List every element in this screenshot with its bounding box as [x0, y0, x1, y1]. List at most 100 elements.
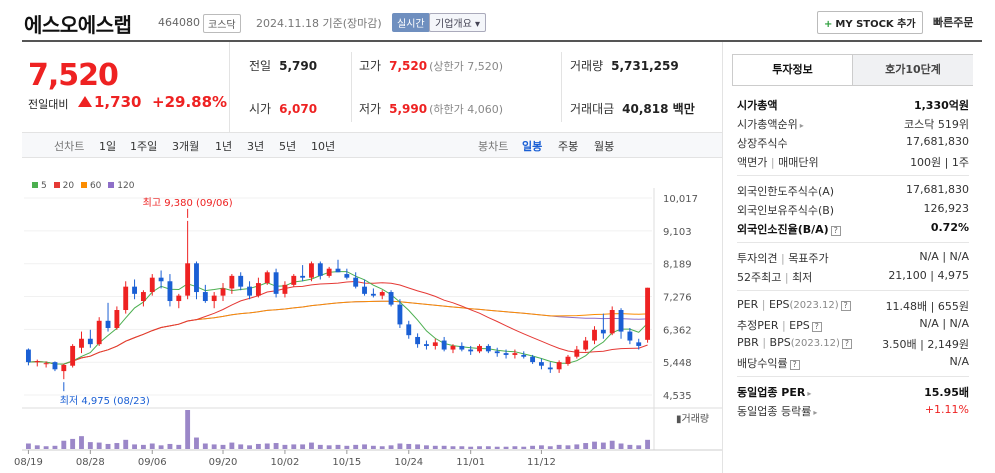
- volume: 거래량 5,731,259: [570, 59, 679, 73]
- volume-bar: [627, 444, 633, 449]
- help-icon[interactable]: ?: [789, 360, 800, 370]
- volume-bar: [565, 445, 571, 449]
- realtime-button[interactable]: 실시간: [392, 13, 430, 32]
- volume-bar: [238, 444, 244, 449]
- x-tick-label: 09/20: [209, 457, 238, 468]
- section-divider: [737, 290, 969, 291]
- company-overview-dropdown[interactable]: 기업개요 ▾: [429, 13, 486, 32]
- my-stock-add-button[interactable]: + MY STOCK 추가: [817, 11, 923, 34]
- candlestick-svg[interactable]: 10,017 9,103 8,189 7,276 6,362 5,448 4,535 08/1…: [0, 158, 722, 473]
- candle-body: [468, 349, 474, 352]
- candle-body: [415, 336, 421, 345]
- cap-rank-row[interactable]: 시가총액순위 ▸ 코스닥 519위: [737, 118, 969, 131]
- shares-row: 상장주식수 17,681,830: [737, 135, 969, 150]
- candle-body: [485, 345, 491, 352]
- est-per-row: 추정PER | EPS? N/A | N/A: [737, 317, 969, 332]
- candle-body: [79, 338, 84, 348]
- help-icon[interactable]: ?: [841, 339, 852, 349]
- help-icon[interactable]: ?: [830, 226, 841, 236]
- volume-bar: [123, 439, 129, 449]
- volume-bar: [344, 445, 350, 449]
- tab-order-book[interactable]: 호가10단계: [853, 55, 973, 85]
- candle-monthly[interactable]: 월봉: [594, 140, 615, 153]
- plus-icon: +: [824, 19, 833, 30]
- price-change-percent: +29.88%: [152, 93, 228, 111]
- section-divider: [737, 175, 969, 176]
- candle-body: [96, 320, 102, 345]
- volume-bar: [397, 443, 403, 449]
- volume-bar: [300, 444, 306, 449]
- period-1d[interactable]: 1일: [99, 140, 117, 153]
- volume-bar: [547, 446, 553, 449]
- candle-weekly[interactable]: 주봉: [558, 140, 579, 153]
- volume-bar: [388, 445, 394, 449]
- period-1y[interactable]: 1년: [215, 140, 233, 153]
- help-icon[interactable]: ?: [840, 301, 851, 311]
- week52-row: 52주최고 | 최저 21,100 | 4,975: [737, 269, 969, 284]
- candle-body: [132, 286, 137, 294]
- candle-body: [583, 340, 589, 350]
- candle-body: [309, 263, 314, 278]
- sector-per-row[interactable]: 동일업종 PER ▸ 15.95배: [737, 386, 969, 399]
- par-unit-row: 액면가 | 매매단위 100원 | 1주: [737, 156, 969, 169]
- compare-label: 전일대비: [28, 98, 69, 111]
- candle-daily[interactable]: 일봉: [522, 140, 543, 153]
- chevron-right-icon: ▸: [807, 389, 812, 398]
- chevron-right-icon: ▸: [813, 408, 818, 417]
- pbr-bps-row: PBR | BPS(2023.12)? 3.50배 | 2,149원: [737, 336, 969, 351]
- candle-body: [441, 340, 447, 350]
- quick-order-link[interactable]: 빠른주문: [933, 16, 974, 29]
- period-3m[interactable]: 3개월: [172, 140, 200, 153]
- period-5y[interactable]: 5년: [279, 140, 297, 153]
- up-arrow-icon: [78, 96, 92, 107]
- summary-divider: [561, 52, 562, 122]
- candle-body: [370, 293, 376, 296]
- period-10y[interactable]: 10년: [311, 140, 336, 153]
- volume-bar: [132, 444, 137, 449]
- legend-swatch: [108, 182, 115, 188]
- trade-amount: 거래대금 40,818 백만: [570, 102, 695, 116]
- y-tick-label: 7,276: [663, 293, 692, 304]
- volume-bar: [158, 445, 164, 449]
- volume-bar: [140, 444, 146, 449]
- candle-body: [185, 263, 191, 296]
- volume-bar: [202, 443, 208, 449]
- max-annotation: 최고 9,380 (09/06): [143, 197, 233, 209]
- my-stock-label: MY STOCK 추가: [835, 19, 916, 30]
- volume-bar: [468, 446, 474, 449]
- price-date: 2024.11.18 기준(장마감): [256, 17, 382, 30]
- volume-bar: [43, 446, 49, 449]
- help-icon[interactable]: ?: [811, 322, 822, 332]
- dividend-row: 배당수익률? N/A: [737, 355, 969, 370]
- period-1w[interactable]: 1주일: [130, 140, 158, 153]
- chart-period-bar: 선차트 1일 1주일 3개월 1년 3년 5년 10년 봉차트 일봉 주봉 월봉: [22, 132, 722, 158]
- volume-bar: [229, 442, 235, 449]
- volume-bar: [220, 444, 226, 449]
- min-annotation: 최저 4,975 (08/23): [60, 395, 150, 407]
- high-price: 고가 7,520 (상한가 7,520): [359, 59, 503, 73]
- market-badge: 코스닥: [203, 14, 241, 33]
- y-tick-label: 4,535: [663, 391, 692, 402]
- candle-body: [114, 310, 120, 328]
- candle-body: [123, 286, 129, 311]
- x-tick-label: 10/15: [332, 457, 361, 468]
- volume-bar: [530, 445, 536, 449]
- ma5-line: [28, 271, 648, 365]
- candle-body: [406, 324, 412, 336]
- volume-bar: [592, 441, 597, 449]
- candle-body: [52, 362, 58, 370]
- candle-body: [592, 329, 597, 341]
- sector-change-row[interactable]: 동일업종 등락률 ▸ +1.11%: [737, 403, 969, 418]
- tab-investment-info[interactable]: 투자정보: [733, 55, 853, 85]
- volume-bar: [415, 444, 421, 449]
- ma60-line: [28, 300, 648, 365]
- x-tick-label: 09/06: [138, 457, 167, 468]
- current-price: 7,520: [28, 58, 119, 93]
- period-3y[interactable]: 3년: [247, 140, 265, 153]
- candle-body: [477, 345, 482, 352]
- legend-ma60: 60: [89, 181, 102, 191]
- volume-bar: [485, 446, 491, 449]
- candle-body: [609, 310, 615, 334]
- candle-body: [600, 329, 606, 334]
- legend-swatch: [80, 182, 87, 188]
